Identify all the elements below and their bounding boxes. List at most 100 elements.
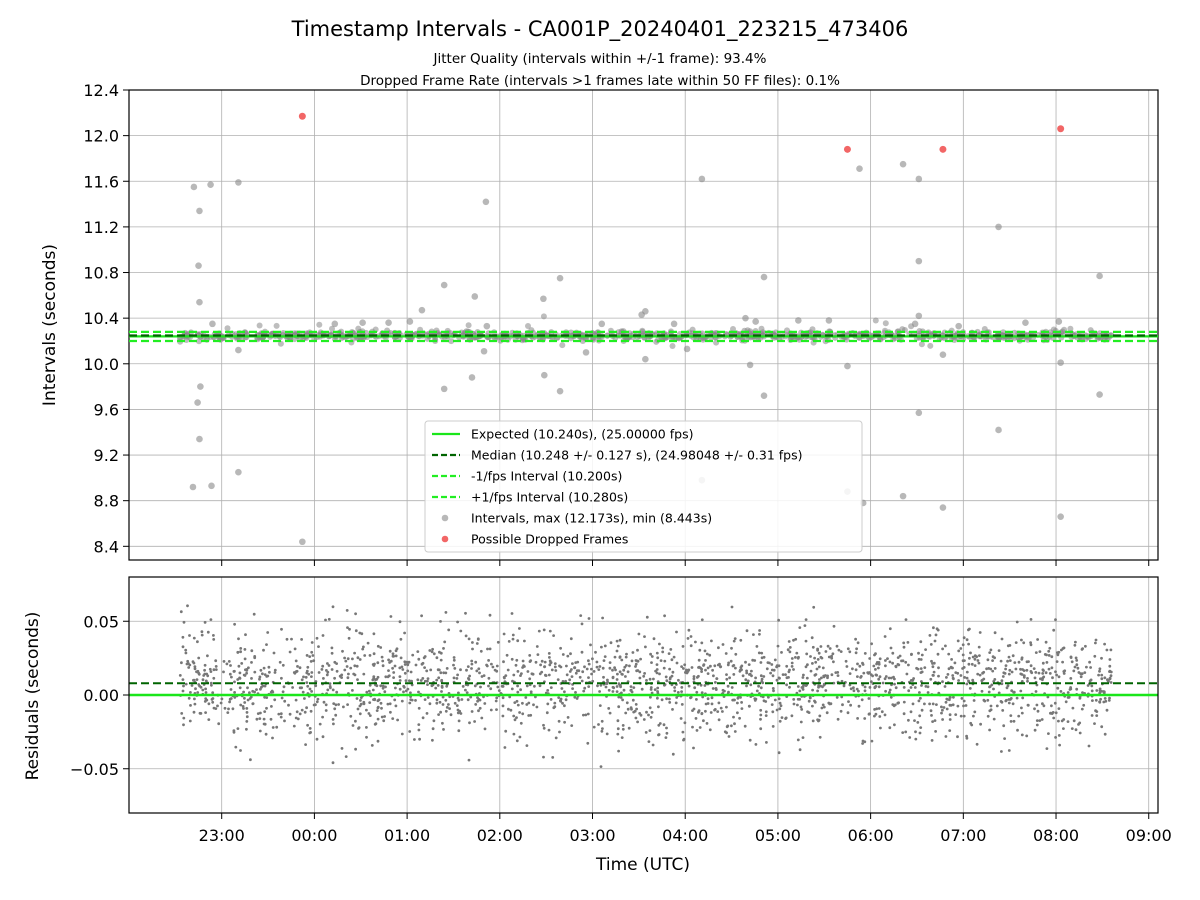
residual-point xyxy=(457,691,460,695)
residual-point xyxy=(1007,749,1011,752)
residual-point xyxy=(802,683,805,687)
residual-point xyxy=(811,688,814,692)
residual-point xyxy=(697,710,700,714)
residual-point xyxy=(449,713,453,717)
residual-point xyxy=(557,719,561,723)
residual-point xyxy=(813,656,816,660)
residual-point xyxy=(951,676,955,680)
residual-point xyxy=(1012,690,1015,694)
residual-point xyxy=(193,697,196,701)
residual-point xyxy=(206,630,210,634)
residual-point xyxy=(597,668,601,671)
residual-point xyxy=(507,640,511,643)
residual-point xyxy=(421,677,425,680)
residual-point xyxy=(1050,704,1053,708)
residual-point xyxy=(432,719,436,723)
interval-point xyxy=(669,343,676,349)
legend-label: Expected (10.240s), (25.00000 fps) xyxy=(471,427,693,442)
residual-point xyxy=(394,654,398,658)
residual-point xyxy=(504,729,508,733)
residual-point xyxy=(447,628,451,632)
residual-point xyxy=(645,710,648,714)
residual-point xyxy=(238,671,242,675)
residual-point xyxy=(530,672,534,676)
residual-point xyxy=(825,711,829,715)
residual-point xyxy=(625,664,628,667)
residual-point xyxy=(518,735,522,739)
dropped-frame-point xyxy=(298,112,306,120)
residual-point xyxy=(626,670,630,674)
residual-point xyxy=(308,655,312,658)
residual-point xyxy=(877,666,880,670)
residual-point xyxy=(978,673,982,677)
residual-point xyxy=(245,671,249,675)
residual-point xyxy=(292,724,296,728)
residual-point xyxy=(577,669,581,673)
residual-point xyxy=(1084,644,1087,648)
residual-point xyxy=(800,686,804,689)
residual-point xyxy=(331,718,335,721)
residual-point xyxy=(456,711,460,715)
residual-point xyxy=(322,700,326,704)
residual-point xyxy=(662,723,666,727)
residual-point xyxy=(547,673,551,677)
residual-point xyxy=(212,638,216,641)
residual-point xyxy=(706,672,710,675)
residual-point xyxy=(765,741,768,744)
residual-point xyxy=(417,723,421,726)
residual-point xyxy=(650,655,654,658)
residual-point xyxy=(315,700,319,704)
residual-point xyxy=(314,684,318,688)
residual-point xyxy=(620,658,624,662)
residual-point xyxy=(1041,668,1045,672)
residual-point xyxy=(948,729,952,732)
residual-point xyxy=(197,656,201,660)
residual-point xyxy=(382,719,386,723)
interval-outlier-point xyxy=(899,160,907,168)
residual-point xyxy=(1041,678,1044,682)
residual-point xyxy=(391,652,395,656)
residual-point xyxy=(948,713,952,717)
residual-point xyxy=(192,710,196,714)
residual-point xyxy=(991,669,995,673)
interval-outlier-point xyxy=(915,257,923,265)
residual-point xyxy=(1078,731,1082,735)
residual-point xyxy=(403,660,407,664)
residual-point xyxy=(717,701,721,705)
residual-point xyxy=(948,718,952,721)
residual-point xyxy=(997,691,1001,695)
residual-point xyxy=(1009,714,1013,717)
residual-point xyxy=(992,717,996,721)
residual-point xyxy=(777,664,781,668)
residual-point xyxy=(452,676,456,680)
residual-point xyxy=(582,713,585,717)
residual-point xyxy=(932,626,935,630)
residual-point xyxy=(203,700,207,703)
residual-point xyxy=(784,673,787,676)
residual-point xyxy=(518,627,521,630)
residual-point xyxy=(1067,695,1071,699)
residual-point xyxy=(548,629,552,633)
residual-point xyxy=(384,685,387,689)
residual-point xyxy=(423,679,427,683)
residual-point xyxy=(824,689,828,692)
residual-point xyxy=(618,638,622,642)
residual-point xyxy=(371,678,375,682)
residual-point xyxy=(220,697,224,701)
residual-point xyxy=(1037,671,1041,675)
residual-point xyxy=(828,647,832,650)
residual-point xyxy=(275,725,279,729)
residual-point xyxy=(883,635,887,638)
residual-point xyxy=(988,651,992,654)
residual-point xyxy=(884,675,888,678)
residual-point xyxy=(734,666,737,670)
residual-point xyxy=(917,699,921,703)
residual-point xyxy=(759,674,763,678)
residual-point xyxy=(622,688,626,692)
residual-point xyxy=(298,686,302,690)
residual-point xyxy=(879,726,882,730)
residual-point xyxy=(311,654,315,657)
residual-point xyxy=(521,712,525,716)
residual-point xyxy=(991,659,994,662)
residual-point xyxy=(305,654,309,657)
